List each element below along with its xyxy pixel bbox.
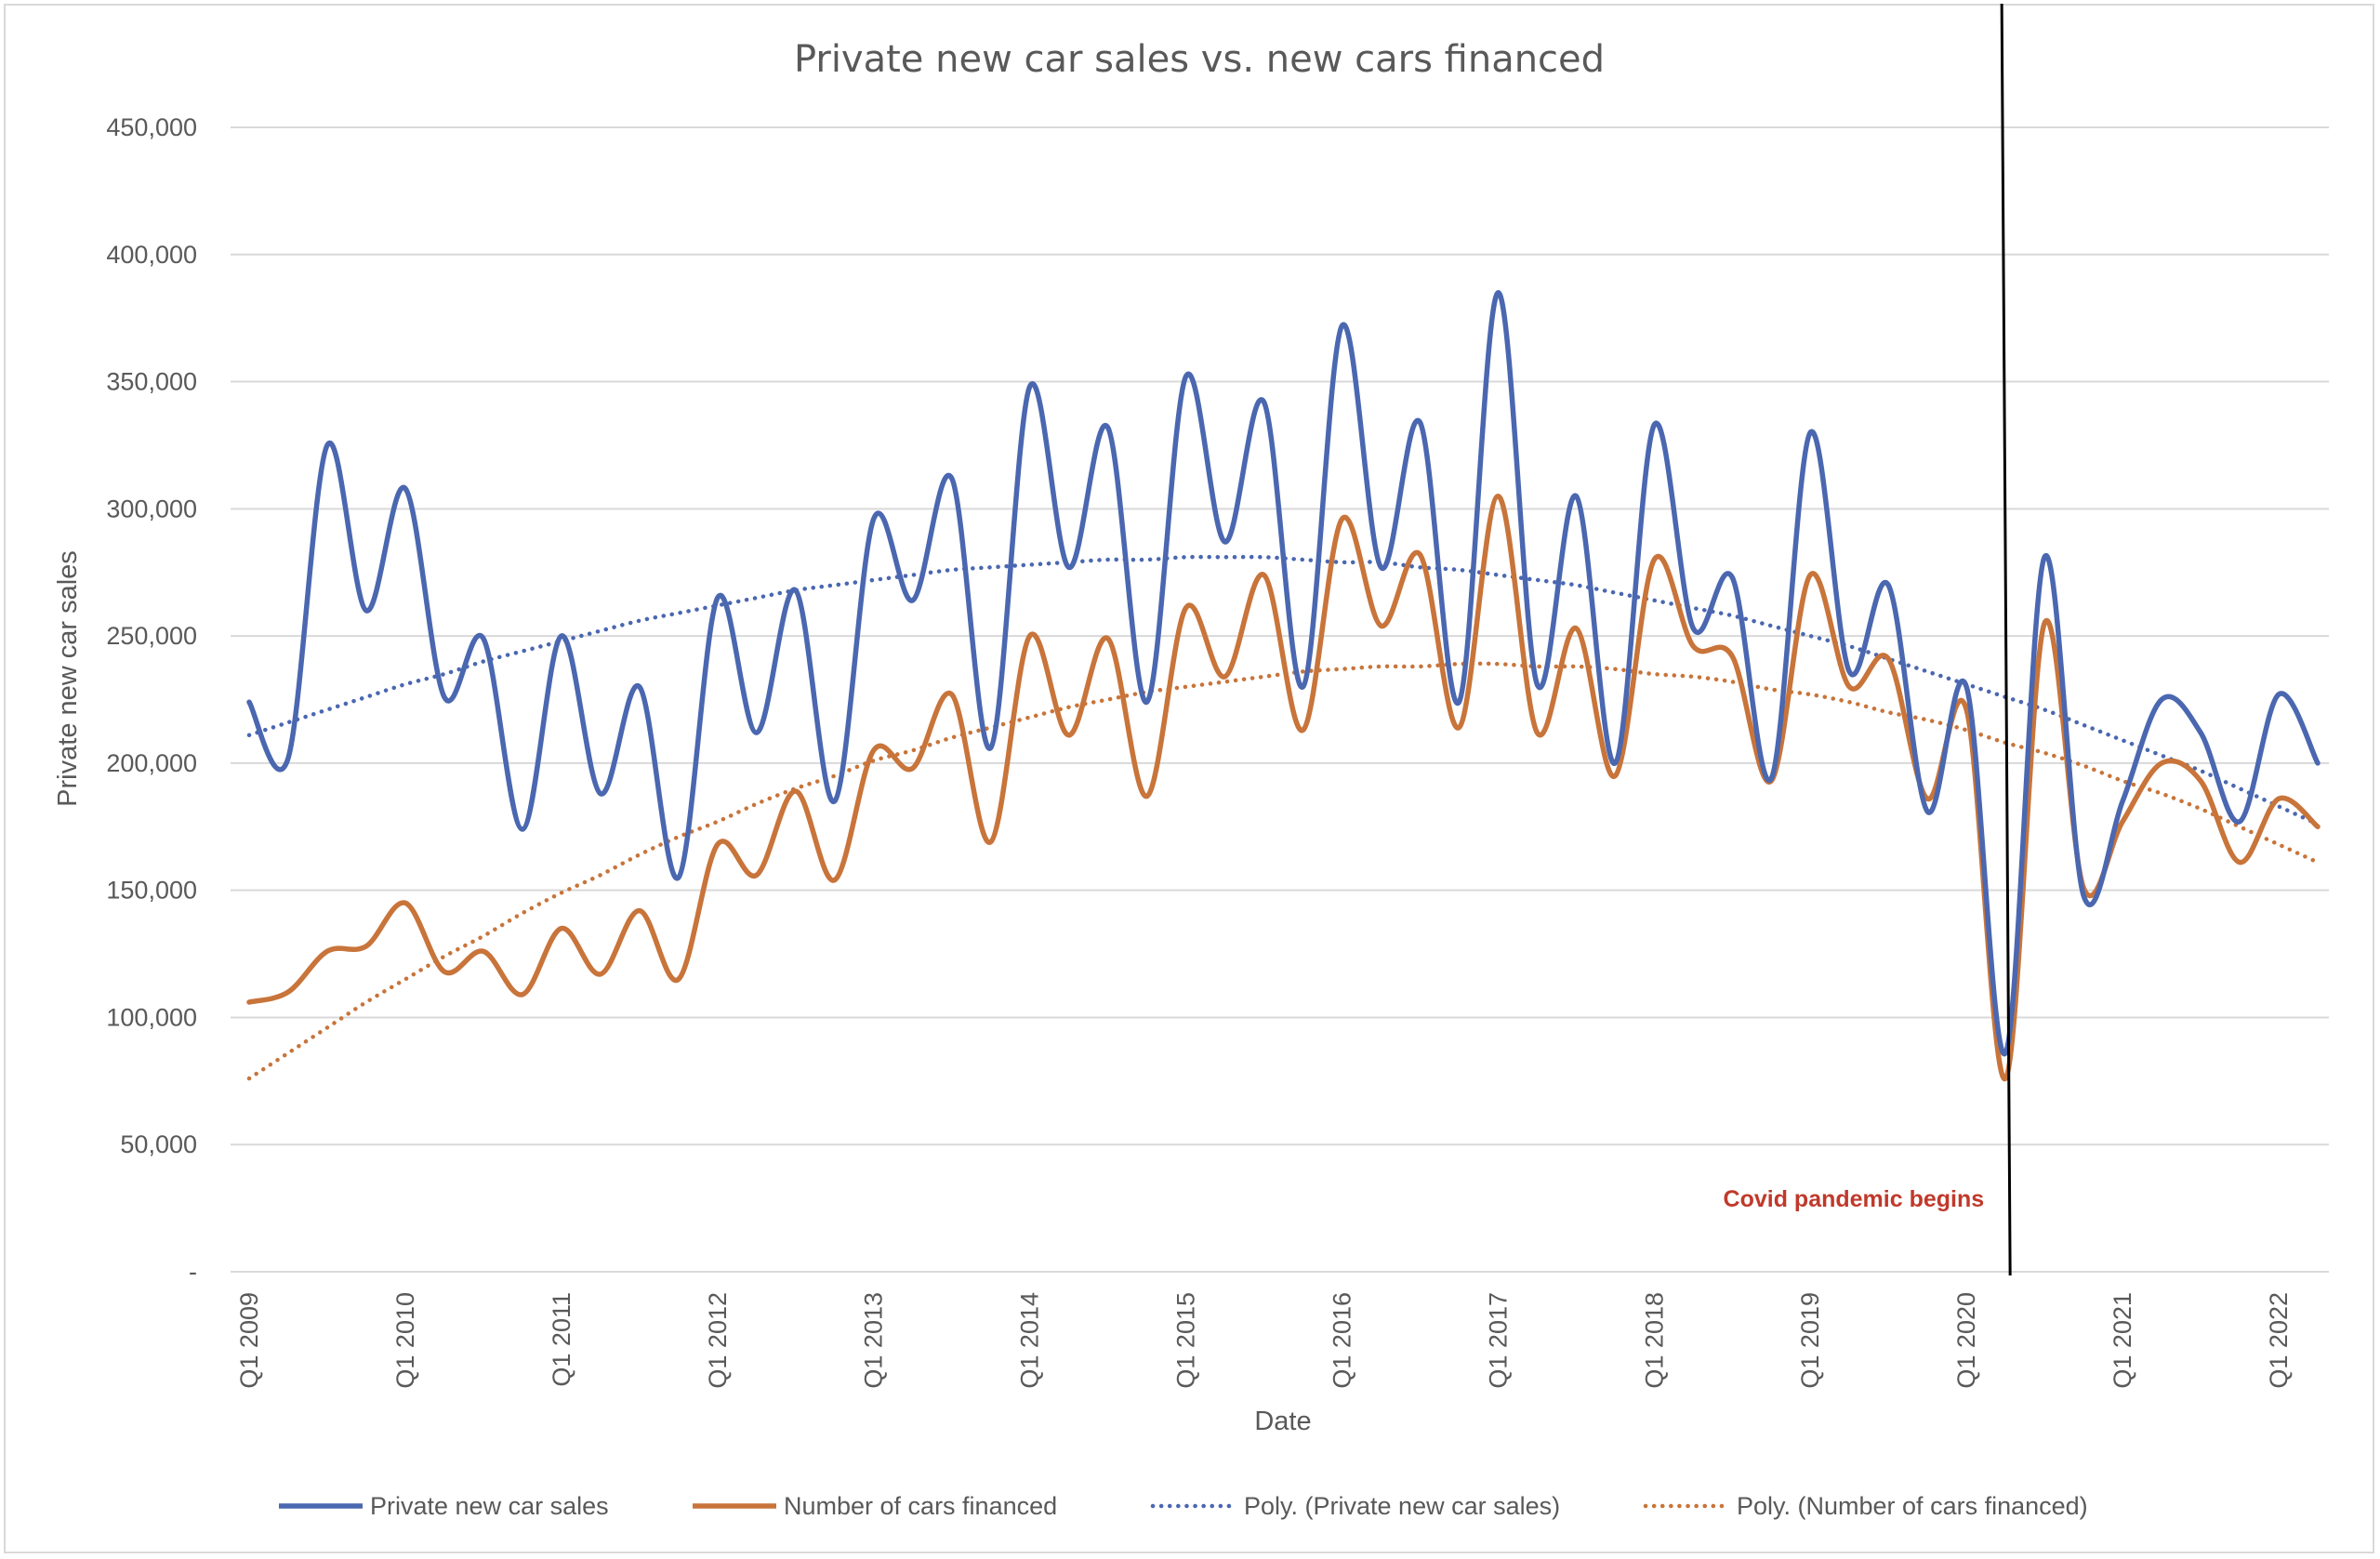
x-axis-ticks: Q1 2009 Q1 2010 Q1 2011 Q1 2012 Q1 2013 Q1 20…: [235, 1292, 2293, 1389]
y-axis-label: Private new car sales: [53, 550, 83, 807]
x-tick-label: Q1 2022: [2265, 1292, 2293, 1389]
series-line-private-new-car-sales: [246, 290, 2320, 1057]
x-tick-label: Q1 2014: [1016, 1292, 1044, 1389]
legend-label-number-of-cars-financed: Number of cars financed: [784, 1492, 1057, 1520]
y-tick-label: 450,000: [106, 113, 197, 141]
x-tick-label: Q1 2013: [860, 1292, 888, 1389]
y-tick-label: -: [189, 1258, 197, 1286]
x-tick-label: Q1 2012: [704, 1292, 732, 1389]
y-tick-label: 250,000: [106, 622, 197, 650]
x-axis-label: Date: [1254, 1407, 1311, 1436]
legend-label-private-new-car-sales: Private new car sales: [370, 1492, 609, 1520]
x-tick-label: Q1 2009: [235, 1292, 263, 1389]
legend: Private new car sales Number of cars fina…: [279, 1492, 2088, 1520]
series-layer: [246, 290, 2320, 1081]
x-tick-label: Q1 2019: [1796, 1292, 1824, 1389]
x-tick-label: Q1 2020: [1952, 1292, 1980, 1389]
x-tick-label: Q1 2011: [548, 1292, 575, 1387]
y-tick-label: 50,000: [120, 1130, 197, 1158]
annotation-layer: Covid pandemic begins: [1724, 3, 2012, 1276]
y-tick-label: 300,000: [106, 495, 197, 522]
covid-annotation-label: Covid pandemic begins: [1724, 1186, 1985, 1212]
x-tick-label: Q1 2018: [1640, 1292, 1668, 1389]
covid-marker-line: [2000, 3, 2012, 1276]
x-tick-label: Q1 2010: [391, 1292, 419, 1389]
y-tick-label: 350,000: [106, 368, 197, 396]
y-tick-label: 400,000: [106, 241, 197, 269]
x-tick-label: Q1 2015: [1172, 1292, 1200, 1389]
x-tick-label: Q1 2021: [2109, 1292, 2136, 1389]
y-tick-label: 150,000: [106, 877, 197, 905]
y-axis-ticks: - 50,000 100,000 150,000 200,000 250,000 300,0…: [106, 113, 197, 1286]
x-tick-label: Q1 2017: [1484, 1292, 1512, 1389]
y-tick-label: 100,000: [106, 1003, 197, 1031]
chart-title: Private new car sales vs. new cars finan…: [794, 38, 1605, 81]
y-tick-label: 200,000: [106, 749, 197, 777]
legend-label-poly-private-new-car-sales: Poly. (Private new car sales): [1244, 1492, 1560, 1520]
legend-label-poly-number-of-cars-financed: Poly. (Number of cars financed): [1737, 1492, 2088, 1520]
x-tick-label: Q1 2016: [1328, 1292, 1355, 1389]
